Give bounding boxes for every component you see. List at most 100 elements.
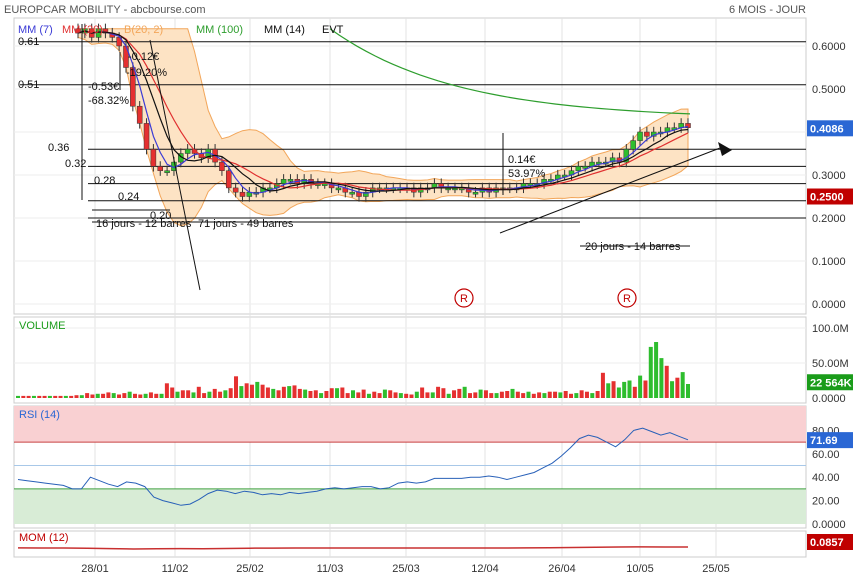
volume-bar [196, 386, 201, 398]
volume-bar [547, 391, 552, 398]
candle-body [95, 28, 102, 38]
x-tick-label: 11/03 [317, 563, 344, 575]
volume-bar [180, 390, 185, 398]
volume-bar [31, 395, 36, 398]
rsi-path [17, 427, 689, 506]
volume-bar [404, 393, 409, 398]
volume-bar [494, 393, 499, 398]
candle-body [239, 191, 246, 197]
volume-bar [37, 395, 42, 398]
volume-bar [558, 392, 563, 398]
volume-bar [579, 390, 584, 398]
volume-bar [616, 387, 621, 398]
volume-bar [138, 394, 143, 398]
measure-label: -19.20% [126, 67, 167, 79]
volume-bar [186, 390, 191, 398]
volume-bar [297, 388, 302, 398]
volume-bar [366, 393, 371, 398]
x-axis: 28/01 11/02 25/02 11/03 25/03 12/04 26/04 10/05… [81, 563, 730, 575]
volume-bar [79, 395, 84, 398]
volume-bar [361, 389, 366, 398]
volume-bar [478, 389, 483, 398]
price-tick-label: 0.3000 [812, 170, 846, 182]
legend-item: MM (14) [264, 24, 305, 36]
volume-bar [281, 386, 286, 398]
volume-bar [664, 365, 669, 398]
volume-bar [600, 372, 605, 398]
candles [75, 23, 691, 202]
volume-bar [63, 395, 68, 398]
volume-bar [356, 392, 361, 398]
candle-body [280, 179, 287, 184]
level-label: 0.24 [118, 191, 139, 203]
volume-title: VOLUME [19, 320, 65, 332]
level-lines [20, 41, 806, 219]
x-tick-label: 25/02 [236, 563, 264, 575]
measure-label: 16 jours - 12 barres [96, 218, 192, 230]
x-tick-label: 25/03 [392, 563, 420, 575]
volume-bar [553, 391, 558, 398]
volume-bar [154, 393, 159, 398]
mom-title: MOM (12) [19, 532, 69, 544]
chart-period: 6 MOIS - JOUR [729, 4, 806, 16]
volume-bar [542, 393, 547, 398]
price-tick-label: 0.6000 [812, 41, 846, 53]
volume-bar [563, 391, 568, 398]
rsi-zones [14, 406, 806, 524]
trend-arrow-icon [718, 142, 732, 156]
volume-bar [574, 393, 579, 398]
candle-body [116, 37, 122, 47]
event-marker-label: R [623, 293, 631, 305]
volume-bar [446, 393, 451, 398]
candle-body [335, 187, 342, 191]
volume-bar [271, 388, 276, 398]
legend: MM (7) MM (20) B(20, 2) MM (100) MM (14) EVT [18, 24, 344, 36]
level-label: 0.61 [18, 36, 39, 48]
candle-body [287, 179, 294, 182]
x-tick-label: 28/01 [81, 563, 109, 575]
volume-bar [85, 393, 90, 398]
candle-body [363, 191, 369, 197]
volume-bar [148, 392, 153, 398]
volume-bar [526, 391, 531, 398]
volume-bar [675, 377, 680, 398]
volume-bar [414, 391, 419, 398]
price-tick-label: 0.2000 [812, 213, 846, 225]
price-tick-label: 0.1000 [812, 256, 846, 268]
event-marker-label: R [460, 293, 468, 305]
volume-bar [202, 393, 207, 398]
volume-bar [452, 390, 457, 398]
level-label: 0.20 [150, 210, 171, 222]
measure-label: 20 jours - 14 barres [585, 241, 681, 253]
candle-body [164, 170, 170, 173]
x-tick-label: 12/04 [471, 563, 499, 575]
volume-bar [324, 391, 329, 398]
volume-bar [531, 393, 536, 398]
rsi-tick-label: 60.00 [812, 449, 840, 461]
measure-label: -0.53€ [88, 81, 119, 93]
candle-body [184, 148, 191, 154]
volume-bar [382, 389, 387, 398]
volume-bar [654, 342, 659, 398]
level-price-tag-bg [807, 188, 853, 205]
volume-bar [329, 388, 334, 398]
volume-bar [249, 384, 254, 398]
volume-bar [127, 391, 132, 398]
volume-bar [21, 395, 26, 398]
volume-bar [499, 391, 504, 398]
candle-body [644, 131, 650, 137]
volume-bar [212, 388, 217, 398]
volume-bar [441, 388, 446, 398]
volume-tick-label: 100.0M [812, 323, 849, 335]
volume-bar [638, 375, 643, 398]
volume-bar [164, 383, 169, 398]
volume-bar [26, 395, 31, 398]
last-mom-tag: 0.0857 [810, 537, 844, 549]
candle-body [609, 157, 616, 163]
volume-bar [308, 391, 313, 398]
trend-line [499, 147, 721, 234]
volume-bar [537, 392, 542, 398]
measure-label: -0.12€ [128, 51, 159, 63]
volume-bar [377, 393, 382, 398]
y-axes: 0.60000.50000.40000.30000.20000.10000.00… [807, 41, 853, 550]
